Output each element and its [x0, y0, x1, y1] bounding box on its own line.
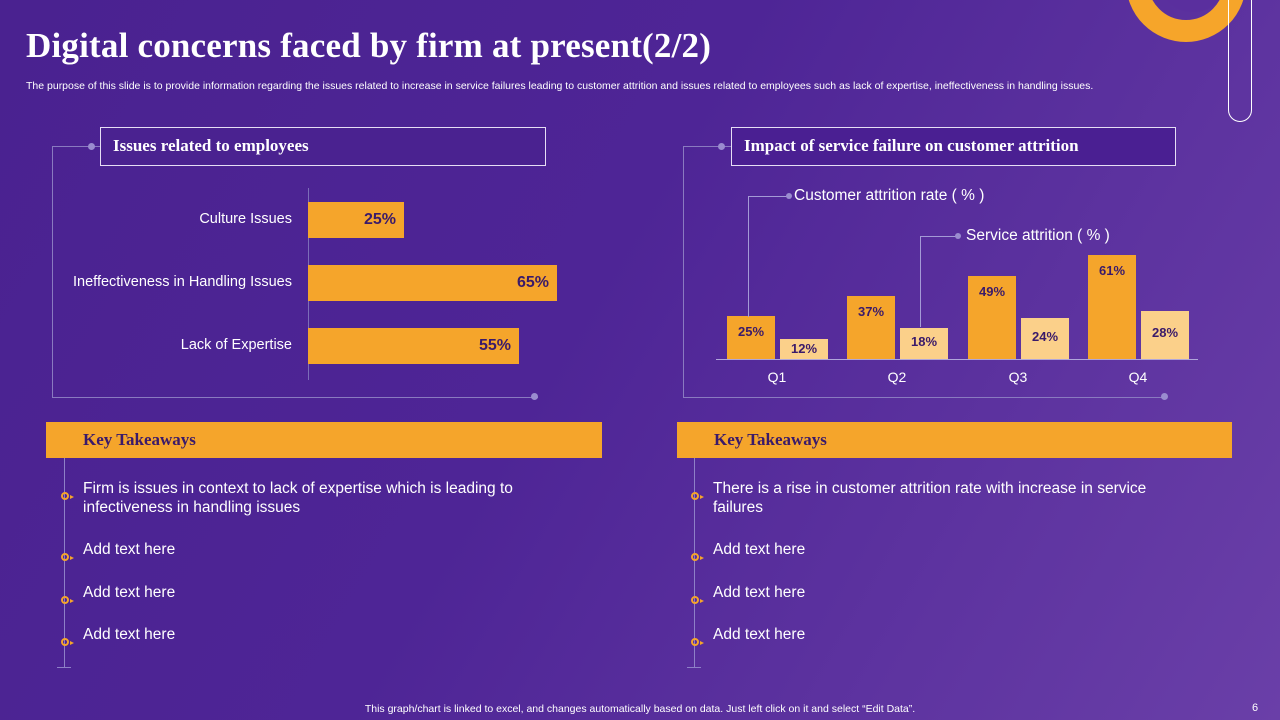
legend-customer-attrition: Customer attrition rate ( % ): [794, 187, 985, 204]
bullet-icon: [691, 553, 704, 561]
left-panel-heading-text: Issues related to employees: [113, 136, 309, 155]
left-takeaways-title: Key Takeaways: [83, 430, 196, 449]
bullet-icon: [61, 553, 74, 561]
hbar[interactable]: 55%: [308, 328, 519, 364]
page-title: Digital concerns faced by firm at presen…: [26, 26, 712, 65]
left-frame-dot-bottom: [531, 393, 538, 400]
takeaway-item: Add text here: [83, 626, 176, 643]
vbar-value-label: 37%: [857, 304, 885, 319]
vchart-x-tick-label: Q4: [1128, 369, 1148, 385]
left-takeaways-header: Key Takeaways: [46, 422, 602, 458]
bullet-icon: [61, 596, 74, 604]
vchart-baseline: [716, 359, 1198, 360]
legend-dot-attrition: [786, 193, 792, 199]
bullet-icon: [691, 638, 704, 646]
vbar-service-attrition[interactable]: 18%: [900, 328, 948, 359]
vbar-value-label: 61%: [1098, 263, 1126, 278]
vbar-service-attrition[interactable]: 28%: [1141, 311, 1189, 359]
hbar-category-label: Lack of Expertise: [180, 337, 292, 353]
takeaway-item: Add text here: [713, 626, 806, 643]
vchart-x-tick-label: Q2: [887, 369, 907, 385]
takeaway-item: There is a rise in customer attrition ra…: [713, 480, 1147, 516]
vbar-customer-attrition[interactable]: 49%: [968, 276, 1016, 359]
footer-note: This graph/chart is linked to excel, and…: [364, 703, 916, 715]
vbar-value-label: 18%: [910, 334, 938, 349]
legend-dot-service: [955, 233, 961, 239]
bullet-icon: [61, 492, 74, 500]
left-panel-heading: Issues related to employees: [100, 127, 546, 166]
right-frame-dot-top: [718, 143, 725, 150]
legend-service-attrition: Service attrition ( % ): [966, 227, 1110, 244]
page-subtitle: The purpose of this slide is to provide …: [26, 80, 1094, 92]
vchart-x-tick-label: Q3: [1008, 369, 1028, 385]
hbar-category-label: Ineffectiveness in Handling Issues: [73, 274, 292, 290]
right-takeaways-line: [694, 458, 695, 668]
right-panel-heading: Impact of service failure on customer at…: [731, 127, 1176, 166]
hbar-value-label: 55%: [478, 337, 511, 354]
takeaway-item: Add text here: [83, 584, 176, 601]
vbar-customer-attrition[interactable]: 25%: [727, 316, 775, 359]
vbar-value-label: 25%: [737, 324, 765, 339]
hbar[interactable]: 25%: [308, 202, 404, 238]
hbar-category-label: Culture Issues: [199, 211, 292, 227]
vbar-service-attrition[interactable]: 12%: [780, 339, 828, 359]
right-panel-heading-text: Impact of service failure on customer at…: [744, 136, 1079, 155]
right-takeaways-line-cap: [687, 667, 701, 668]
left-takeaways-line-cap: [57, 667, 71, 668]
takeaway-item: Firm is issues in context to lack of exp…: [83, 480, 513, 516]
legend-leader-attrition: [748, 196, 791, 317]
vbar-value-label: 24%: [1031, 329, 1059, 344]
left-frame-dot-top: [88, 143, 95, 150]
decorative-pill: [1228, 0, 1252, 122]
takeaway-item: Add text here: [83, 541, 176, 558]
left-takeaways-line: [64, 458, 65, 668]
vbar-service-attrition[interactable]: 24%: [1021, 318, 1069, 359]
hbar-value-label: 65%: [516, 274, 549, 291]
vbar-customer-attrition[interactable]: 37%: [847, 296, 895, 359]
hbar-value-label: 25%: [363, 211, 396, 228]
takeaway-item: Add text here: [713, 584, 806, 601]
bullet-icon: [691, 492, 704, 500]
bullet-icon: [61, 638, 74, 646]
right-takeaways-title: Key Takeaways: [714, 430, 827, 449]
vbar-value-label: 28%: [1151, 325, 1179, 340]
takeaway-item: Add text here: [713, 541, 806, 558]
right-frame-dot-bottom: [1161, 393, 1168, 400]
vbar-customer-attrition[interactable]: 61%: [1088, 255, 1136, 359]
legend-leader-service: [920, 236, 959, 327]
page-number: 6: [1252, 702, 1259, 714]
hbar[interactable]: 65%: [308, 265, 557, 301]
bullet-icon: [691, 596, 704, 604]
vbar-value-label: 49%: [978, 284, 1006, 299]
vchart-x-tick-label: Q1: [767, 369, 787, 385]
right-takeaways-header: Key Takeaways: [677, 422, 1232, 458]
vbar-value-label: 12%: [790, 341, 818, 356]
